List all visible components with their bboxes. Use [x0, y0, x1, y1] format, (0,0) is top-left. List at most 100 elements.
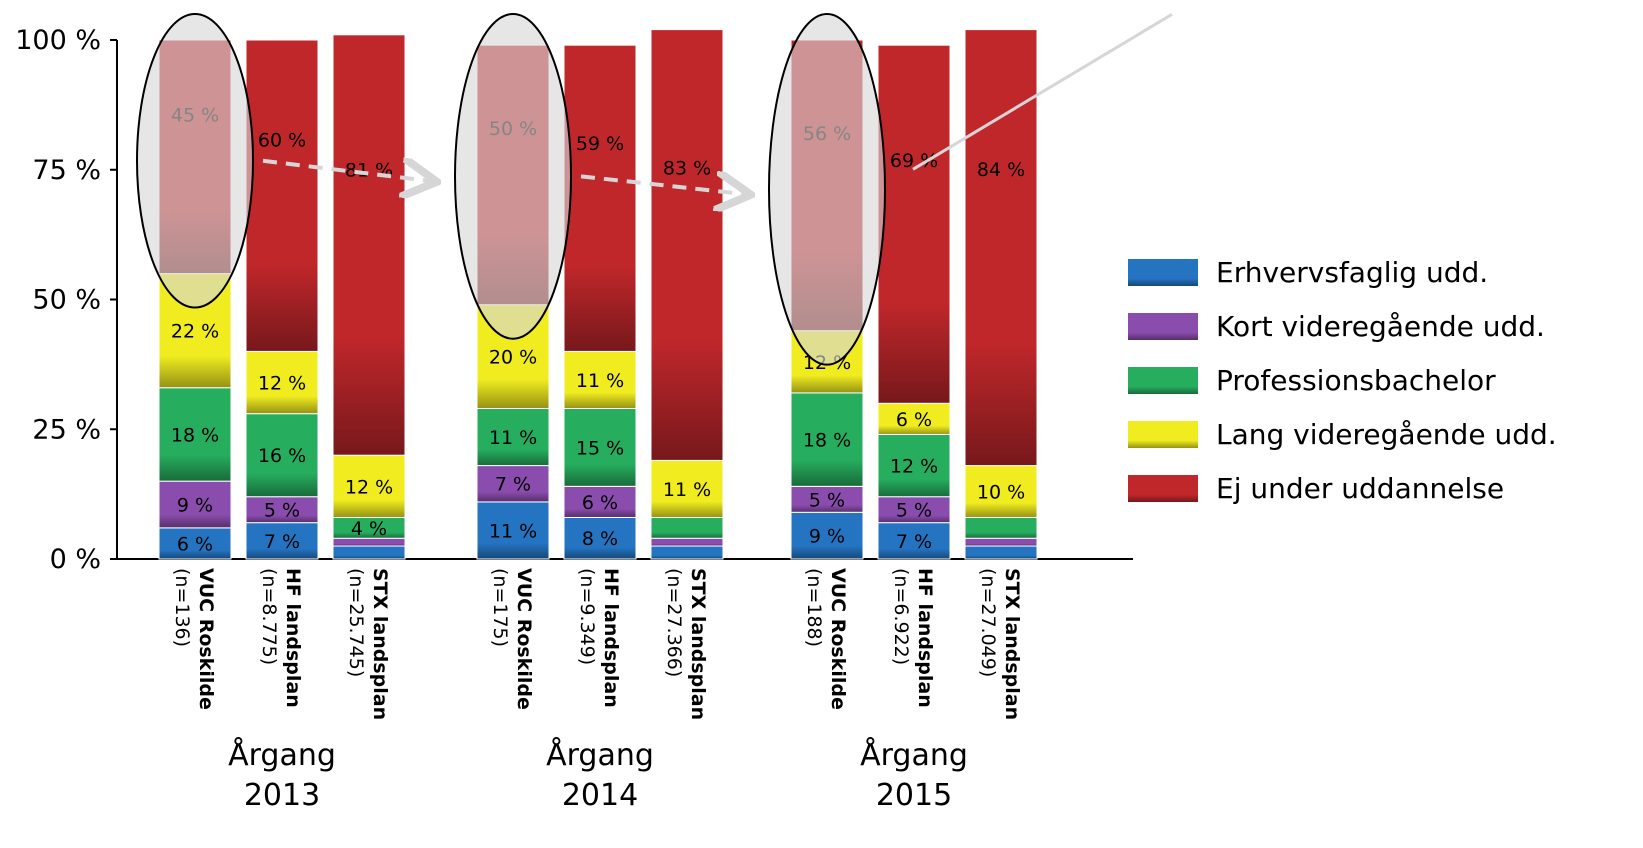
- x-tick-label: HF landsplan: [914, 568, 936, 708]
- bar-segment: [476, 407, 550, 467]
- data-label: 59 %: [576, 133, 624, 155]
- data-label: 22 %: [171, 321, 219, 343]
- bar-segment: [476, 501, 550, 560]
- highlight-ellipse: [454, 13, 572, 340]
- legend-swatch: [1128, 367, 1198, 394]
- data-label: 18 %: [803, 430, 851, 452]
- data-label: 7 %: [896, 531, 932, 553]
- data-label: 6 %: [896, 409, 932, 431]
- group-label: Årgang: [546, 737, 654, 773]
- x-tick-label: VUC Roskilde: [827, 568, 849, 710]
- data-label: 9 %: [177, 495, 213, 517]
- data-label: 60 %: [258, 130, 306, 152]
- pointer-line: [912, 13, 1173, 171]
- data-label: 10 %: [977, 482, 1025, 504]
- data-label: 11 %: [663, 479, 711, 501]
- group-label: Årgang: [228, 737, 336, 773]
- y-tick-label: 50 %: [32, 285, 101, 316]
- data-label: 11 %: [489, 427, 537, 449]
- data-label: 12 %: [258, 373, 306, 395]
- bar-segment: [877, 496, 951, 524]
- legend-label: Lang videregående udd.: [1216, 418, 1557, 451]
- bar-segment: [650, 29, 724, 461]
- y-tick-label: 75 %: [32, 155, 101, 186]
- data-label: 8 %: [582, 528, 618, 550]
- data-label: 84 %: [977, 159, 1025, 181]
- data-label: 5 %: [896, 500, 932, 522]
- x-tick-label: (n=27.366): [663, 568, 685, 677]
- x-tick-label: (n=175): [489, 568, 511, 647]
- y-tick-label: 100 %: [15, 25, 101, 56]
- x-tick-label: (n=27.049): [977, 568, 999, 677]
- group-label: Årgang: [860, 737, 968, 773]
- x-tick-label: (n=136): [171, 568, 193, 647]
- data-label: 12 %: [345, 476, 393, 498]
- bar-segment: [790, 485, 864, 513]
- trend-arrow: [580, 176, 747, 194]
- group-label: 2014: [562, 778, 638, 813]
- data-label: 20 %: [489, 347, 537, 369]
- bar-segment: [158, 527, 232, 560]
- trend-arrow: [262, 161, 433, 182]
- data-label: 12 %: [890, 456, 938, 478]
- bar-segment: [877, 433, 951, 498]
- x-tick-label: HF landsplan: [600, 568, 622, 708]
- bar-segment: [563, 485, 637, 518]
- bar-segment: [650, 516, 724, 539]
- data-label: 5 %: [264, 500, 300, 522]
- bar-segment: [332, 34, 406, 456]
- data-label: 6 %: [582, 492, 618, 514]
- x-tick-label: VUC Roskilde: [513, 568, 535, 710]
- highlight-ellipse: [768, 13, 886, 366]
- legend-label: Professionsbachelor: [1216, 364, 1496, 397]
- data-label: 7 %: [264, 531, 300, 553]
- data-label: 11 %: [576, 370, 624, 392]
- bar-segment: [245, 413, 319, 498]
- legend-swatch: [1128, 259, 1198, 286]
- data-label: 7 %: [495, 474, 531, 496]
- x-tick-label: STX landsplan: [687, 568, 709, 720]
- group-label: 2015: [876, 778, 952, 813]
- bar-segment: [790, 511, 864, 560]
- bar-segment: [964, 516, 1038, 539]
- bar-segment: [245, 39, 319, 352]
- bar-segment: [563, 44, 637, 352]
- legend-label: Ej under uddannelse: [1216, 472, 1504, 505]
- x-tick-label: (n=6.922): [890, 568, 912, 665]
- x-tick-label: VUC Roskilde: [195, 568, 217, 710]
- x-tick-label: HF landsplan: [282, 568, 304, 708]
- bar-segment: [158, 387, 232, 482]
- data-label: 6 %: [177, 533, 213, 555]
- bar-segment: [964, 545, 1038, 560]
- data-label: 16 %: [258, 445, 306, 467]
- data-label: 9 %: [809, 526, 845, 548]
- y-tick-label: 25 %: [32, 414, 101, 445]
- legend-swatch: [1128, 475, 1198, 502]
- x-tick-label: (n=25.745): [345, 568, 367, 677]
- x-tick-label: (n=9.349): [576, 568, 598, 665]
- bar-segment: [790, 392, 864, 487]
- x-tick-label: STX landsplan: [1001, 568, 1023, 720]
- bar-segment: [158, 480, 232, 529]
- legend-label: Kort videregående udd.: [1216, 310, 1545, 343]
- x-tick-label: (n=188): [803, 568, 825, 647]
- data-label: 18 %: [171, 424, 219, 446]
- legend-swatch: [1128, 313, 1198, 340]
- y-tick-label: 0 %: [50, 544, 101, 575]
- bar-segment: [877, 522, 951, 560]
- highlight-ellipse: [136, 13, 254, 309]
- legend-label: Erhvervsfaglig udd.: [1216, 256, 1488, 289]
- data-label: 15 %: [576, 437, 624, 459]
- data-label: 5 %: [809, 489, 845, 511]
- data-label: 83 %: [663, 157, 711, 179]
- bar-segment: [332, 545, 406, 560]
- bar-segment: [245, 350, 319, 415]
- bar-segment: [563, 516, 637, 560]
- data-label: 81 %: [345, 159, 393, 181]
- bar-segment: [650, 459, 724, 518]
- bar-segment: [563, 350, 637, 409]
- bar-segment: [650, 545, 724, 560]
- x-tick-label: (n=8.775): [258, 568, 280, 665]
